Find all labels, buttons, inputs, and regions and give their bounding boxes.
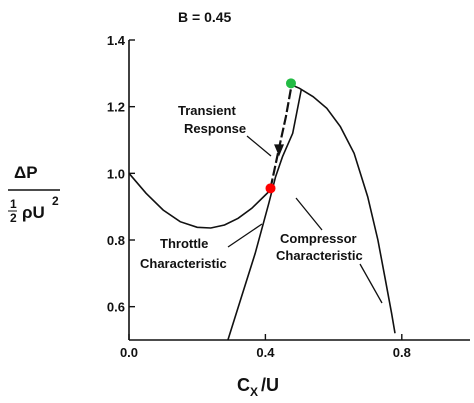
y-tick-labels: 0.6 0.8 1.0 1.2 1.4: [107, 33, 126, 315]
transient-response-curve: [269, 88, 293, 189]
y-label-delta-p: ΔP: [14, 163, 38, 182]
annotation-throttle-line1: Throttle: [160, 236, 208, 251]
annotation-compressor-leader: [295, 197, 323, 231]
annotation-throttle-leader: [227, 223, 263, 248]
peak-point-marker: [285, 78, 296, 89]
y-tick-label: 0.8: [107, 233, 125, 248]
annotation-transient-line2: Response: [184, 121, 246, 136]
x-tick-labels: 0.0 0.4 0.8: [120, 345, 411, 360]
throttle-characteristic-curve: [128, 172, 273, 229]
operating-point-marker: [265, 183, 276, 194]
transient-arrowhead: [274, 144, 285, 157]
y-label-rho-u: ρU: [22, 203, 45, 222]
markers: [265, 78, 296, 194]
x-tick-label: 0.8: [393, 345, 411, 360]
y-tick-label: 1.2: [107, 100, 125, 115]
x-label-subscript: X: [250, 385, 258, 399]
annotation-throttle-line2: Characteristic: [140, 256, 227, 271]
y-label-half-num: 1: [10, 197, 17, 211]
y-tick-label: 1.0: [107, 166, 125, 181]
annotation-compressor-leader-2: [359, 263, 383, 304]
axes: [128, 39, 470, 341]
y-label-half-den: 2: [10, 211, 17, 225]
y-label-exponent: 2: [52, 194, 59, 208]
compressor-stall-branch-curve: [287, 82, 396, 334]
x-label-tail: /U: [261, 375, 279, 395]
x-tick-label: 0.4: [256, 345, 275, 360]
x-label-c: C: [237, 375, 250, 395]
curves: [128, 82, 396, 341]
y-tick-label: 1.4: [107, 33, 126, 48]
annotation-transient-leader: [246, 135, 272, 157]
annotation-transient-line1: Transient: [178, 103, 236, 118]
x-tick-label: 0.0: [120, 345, 138, 360]
annotation-compressor-line2: Characteristic: [276, 248, 363, 263]
annotation-compressor-line1: Compressor: [280, 231, 357, 246]
chart-title: B = 0.45: [178, 9, 232, 25]
y-tick-label: 0.6: [107, 300, 125, 315]
